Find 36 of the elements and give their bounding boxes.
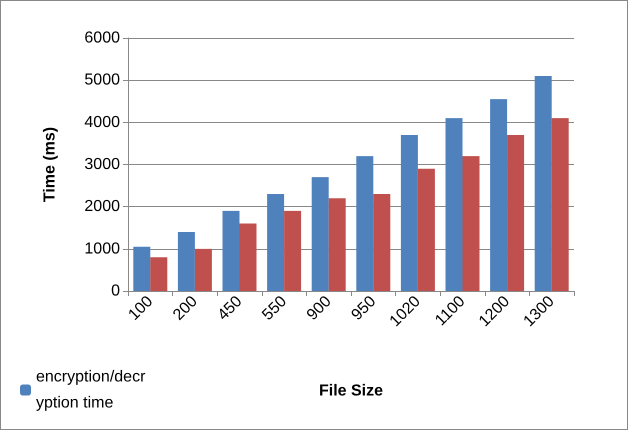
- bar: [356, 156, 374, 291]
- bar: [194, 248, 212, 291]
- x-tick-label: 550: [259, 292, 290, 324]
- x-tick-label: 900: [304, 292, 335, 324]
- x-axis-title: File Size: [318, 382, 384, 400]
- bar: [312, 177, 329, 291]
- bar: [534, 76, 552, 291]
- y-tick-label: 5000: [84, 72, 120, 89]
- bar: [267, 194, 284, 291]
- y-tick-label: 1000: [84, 240, 120, 258]
- y-tick-label: 2000: [84, 198, 120, 216]
- y-tick-label: 6000: [84, 30, 120, 46]
- bar: [552, 118, 569, 291]
- bar: [507, 134, 524, 291]
- bar: [490, 99, 508, 291]
- bar: [284, 210, 302, 291]
- bar: [418, 168, 435, 291]
- bar: [446, 118, 462, 291]
- bar: [240, 224, 256, 291]
- x-tick-label: 100: [125, 292, 156, 324]
- x-tick-label: 950: [348, 292, 380, 324]
- x-tick-label: 200: [170, 292, 201, 324]
- bar: [178, 232, 195, 291]
- bar: [222, 210, 240, 291]
- bar: [462, 156, 480, 291]
- y-axis-title: Time (ms): [42, 126, 58, 202]
- bar: [133, 246, 150, 291]
- bar: [400, 134, 418, 291]
- legend-label: encryption/decryption time: [36, 368, 146, 412]
- bar: [328, 198, 346, 291]
- y-tick-label: 4000: [84, 114, 120, 131]
- bar: [150, 257, 168, 291]
- y-tick-label: 3000: [84, 156, 120, 173]
- y-tick-label: 0: [111, 282, 120, 300]
- bar: [373, 194, 390, 291]
- x-tick-label: 450: [214, 292, 246, 324]
